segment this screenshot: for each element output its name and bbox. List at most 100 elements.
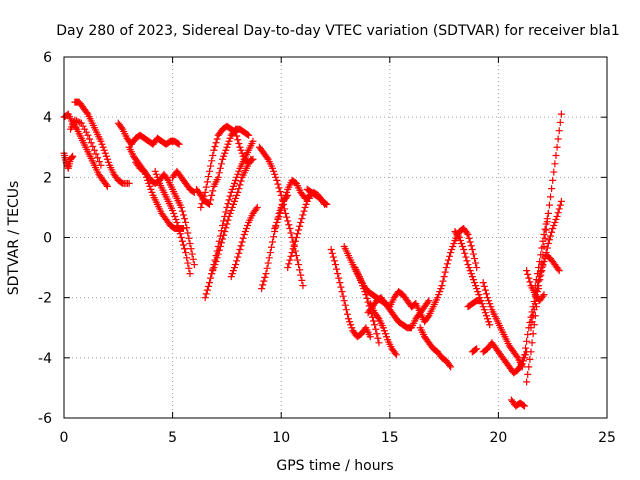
data-point-arc4 bbox=[95, 158, 103, 166]
data-point-arc10 bbox=[222, 146, 230, 154]
data-point-arc5 bbox=[175, 140, 183, 148]
data-point-arc12 bbox=[232, 176, 240, 184]
data-point-arc8 bbox=[185, 264, 193, 272]
data-point-arc29 bbox=[472, 346, 480, 354]
data-point-arc34 bbox=[550, 168, 558, 176]
data-point-arc13 bbox=[234, 188, 242, 196]
data-point-arc25 bbox=[471, 255, 479, 263]
data-point-arc18 bbox=[290, 241, 298, 249]
data-point-arc12 bbox=[234, 170, 242, 178]
data-point-arc13 bbox=[216, 243, 224, 251]
data-point-arc26 bbox=[446, 361, 454, 369]
data-points bbox=[60, 98, 565, 410]
data-point-arc6 bbox=[184, 229, 192, 237]
data-point-arc30 bbox=[485, 297, 493, 305]
data-point-arc37 bbox=[526, 278, 534, 286]
data-point-arc10 bbox=[223, 143, 231, 151]
data-point-arc35 bbox=[554, 209, 562, 217]
data-point-arc13 bbox=[225, 212, 233, 220]
data-point-arc20 bbox=[341, 301, 349, 309]
data-point-arc11 bbox=[211, 142, 219, 150]
data-point-arc8 bbox=[182, 249, 190, 257]
data-point-arc34 bbox=[524, 370, 532, 378]
data-point-arc36 bbox=[540, 230, 548, 238]
data-point-arc20 bbox=[340, 297, 348, 305]
data-point-arc18 bbox=[289, 245, 297, 253]
data-point-arc6 bbox=[190, 261, 198, 269]
data-point-arc21 bbox=[374, 334, 382, 342]
data-point-arc35 bbox=[538, 267, 546, 275]
data-point-arc15 bbox=[285, 221, 293, 229]
data-point-arc17 bbox=[275, 212, 283, 220]
data-point-arc12 bbox=[229, 182, 237, 190]
data-point-arc23 bbox=[425, 297, 433, 305]
data-point-arc17 bbox=[283, 188, 291, 196]
data-point-arc11 bbox=[204, 173, 212, 181]
data-point-arc18 bbox=[303, 197, 311, 205]
data-point-arc25 bbox=[446, 252, 454, 260]
data-point-arc14 bbox=[236, 246, 244, 254]
data-point-arc11 bbox=[197, 203, 205, 211]
data-point-arc25 bbox=[444, 256, 452, 264]
data-point-arc27 bbox=[467, 270, 475, 278]
data-point-arc25 bbox=[465, 234, 473, 242]
data-point-arc27 bbox=[454, 232, 462, 240]
data-point-arc25 bbox=[467, 242, 475, 250]
data-point-arc10 bbox=[217, 160, 225, 168]
data-point-arc21 bbox=[372, 325, 380, 333]
data-point-arc34 bbox=[557, 110, 565, 118]
data-point-arc13 bbox=[237, 177, 245, 185]
data-point-arc7 bbox=[146, 182, 154, 190]
data-point-arc10 bbox=[209, 187, 217, 195]
data-point-arc6 bbox=[163, 175, 171, 183]
data-point-arc3 bbox=[100, 146, 108, 154]
data-point-arc10 bbox=[225, 137, 233, 145]
data-point-arc15 bbox=[292, 252, 300, 260]
data-point-arc36 bbox=[535, 264, 543, 272]
data-point-arc17 bbox=[279, 197, 287, 205]
data-point-arc14 bbox=[244, 221, 252, 229]
data-point-arc16 bbox=[269, 238, 277, 246]
x-tick-label: 10 bbox=[272, 430, 290, 446]
data-point-arc36 bbox=[539, 237, 547, 245]
data-point-arc13 bbox=[247, 155, 255, 163]
data-point-arc27 bbox=[464, 261, 472, 269]
data-point-arc15 bbox=[275, 184, 283, 192]
data-point-arc37 bbox=[525, 274, 533, 282]
data-point-arc35 bbox=[552, 215, 560, 223]
data-point-arc27 bbox=[463, 257, 471, 265]
data-point-arc12 bbox=[249, 137, 257, 145]
data-point-arc11 bbox=[212, 139, 220, 147]
data-point-arc15 bbox=[271, 170, 279, 178]
data-point-arc13 bbox=[211, 261, 219, 269]
data-point-arc8 bbox=[178, 237, 186, 245]
data-point-arc27 bbox=[456, 237, 464, 245]
data-point-arc25 bbox=[437, 285, 445, 293]
data-point-arc35 bbox=[537, 271, 545, 279]
data-point-arc13 bbox=[220, 231, 228, 239]
data-point-arc34 bbox=[548, 185, 556, 193]
data-point-arc12 bbox=[222, 208, 230, 216]
data-point-arc27 bbox=[484, 315, 492, 323]
data-point-arc4 bbox=[77, 119, 85, 127]
data-point-arc4 bbox=[89, 142, 97, 150]
data-point-arc13 bbox=[232, 194, 240, 202]
data-point-arc14 bbox=[241, 227, 249, 235]
data-point-arc33 bbox=[519, 354, 527, 362]
data-point-arc3 bbox=[125, 179, 133, 187]
data-point-arc16 bbox=[260, 277, 268, 285]
data-point-arc12 bbox=[203, 286, 211, 294]
data-point-arc15 bbox=[276, 188, 284, 196]
data-point-arc8 bbox=[184, 259, 192, 267]
data-point-arc18 bbox=[304, 194, 312, 202]
data-point-arc11 bbox=[213, 135, 221, 143]
data-point-arc35 bbox=[548, 228, 556, 236]
data-point-arc10 bbox=[204, 200, 212, 208]
data-point-arc12 bbox=[217, 227, 225, 235]
data-point-arc10 bbox=[219, 155, 227, 163]
data-point-arc13 bbox=[210, 264, 218, 272]
data-point-arc1 bbox=[69, 152, 77, 160]
data-point-arc33 bbox=[518, 357, 526, 365]
x-tick-label: 0 bbox=[60, 430, 69, 446]
